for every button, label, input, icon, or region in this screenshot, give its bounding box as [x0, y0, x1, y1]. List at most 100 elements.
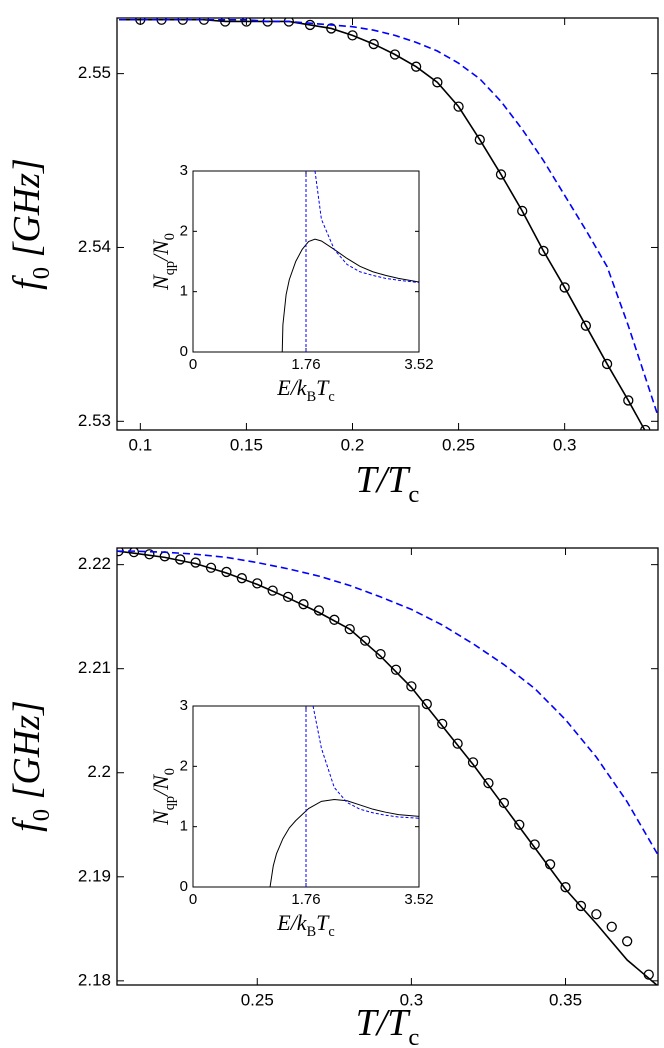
y-tick-label: 0 — [180, 878, 188, 895]
marker — [591, 909, 602, 920]
x-tick-label: 0.25 — [442, 435, 475, 454]
x-tick-label: 3.52 — [404, 891, 433, 908]
marker — [205, 562, 217, 573]
marker — [643, 969, 654, 980]
inset-y-label-part: N — [148, 274, 173, 291]
x-tick-label: 3.52 — [404, 356, 433, 373]
marker — [252, 578, 263, 589]
marker — [544, 859, 556, 870]
marker — [601, 358, 613, 370]
inset-x-label-part: T — [316, 375, 330, 400]
marker — [437, 718, 448, 729]
inset-y-label: Nqp/N0 — [148, 233, 178, 291]
x-tick-label: 1.76 — [291, 891, 320, 908]
marker — [498, 797, 510, 809]
inset-x-label: E/kBTc — [276, 375, 334, 405]
x-axis-label-part: c — [408, 1024, 419, 1048]
y-tick-label: 1 — [180, 818, 188, 835]
marker — [175, 554, 186, 565]
x-axis-label-part: T/T — [356, 1002, 412, 1044]
marker — [623, 395, 634, 406]
inset-y-label-part: /N — [148, 774, 173, 798]
inset-x-label-part: E/k — [276, 910, 308, 935]
y-tick-label: 2.53 — [78, 411, 111, 430]
marker — [375, 648, 386, 660]
x-axis-label-part: T/T — [356, 459, 412, 501]
curve — [117, 550, 658, 856]
y-axis-label-part: [GHz] — [6, 700, 48, 809]
series-group — [281, 171, 419, 352]
marker — [467, 757, 479, 768]
y-tick-label: 2 — [180, 757, 188, 774]
marker — [267, 585, 278, 596]
marker — [304, 19, 316, 31]
marker — [236, 573, 247, 584]
y-tick-label: 0 — [180, 343, 188, 360]
marker — [432, 77, 443, 88]
inset-x-label-part: c — [328, 389, 334, 405]
marker — [144, 549, 155, 560]
y-tick-label: 2.22 — [78, 554, 111, 573]
marker — [606, 921, 617, 932]
marker — [622, 936, 633, 947]
marker — [241, 18, 252, 27]
x-tick-label: 0 — [189, 891, 197, 908]
y-tick-label: 3 — [180, 697, 188, 714]
inset-y-label-part: N — [148, 809, 173, 826]
y-axis-label-part: 0 — [28, 809, 55, 821]
y-tick-label: 3 — [180, 162, 188, 179]
curve — [281, 238, 419, 352]
inset-y-label-part: /N — [148, 239, 173, 263]
series-group — [269, 706, 419, 887]
marker — [452, 738, 463, 749]
x-tick-label: 0.2 — [341, 435, 365, 454]
x-tick-label: 0.3 — [400, 990, 424, 1009]
marker — [368, 38, 379, 50]
marker — [453, 101, 464, 112]
marker — [282, 591, 294, 603]
marker — [474, 134, 485, 145]
marker — [220, 18, 231, 27]
y-axis-label: f0 [GHz] — [6, 158, 55, 290]
marker — [389, 49, 401, 60]
y-tick-label: 2 — [180, 222, 188, 239]
inset-x-label-part: B — [307, 389, 317, 405]
marker — [390, 664, 402, 675]
marker — [575, 900, 587, 912]
curve — [305, 706, 419, 887]
marker — [298, 599, 309, 610]
y-tick-label: 2.18 — [78, 970, 111, 989]
series-group — [117, 548, 658, 985]
marker — [329, 614, 340, 625]
y-tick-label: 2.55 — [78, 63, 111, 82]
marker — [421, 698, 432, 710]
curve — [305, 171, 419, 352]
marker — [538, 245, 549, 257]
x-tick-label: 0 — [189, 356, 197, 373]
marker — [483, 777, 494, 789]
curve — [269, 799, 419, 887]
inset-x-label-part: B — [307, 924, 317, 940]
marker — [495, 169, 507, 180]
marker — [313, 605, 325, 616]
curve — [119, 18, 658, 417]
x-tick-label: 0.15 — [230, 435, 263, 454]
marker — [128, 548, 140, 558]
marker — [640, 424, 651, 430]
curve — [117, 550, 658, 985]
inset-x-label-part: E/k — [276, 375, 308, 400]
x-tick-label: 0.1 — [129, 435, 153, 454]
marker — [410, 61, 422, 72]
x-axis-label: T/Tc — [356, 1002, 420, 1048]
inset-y-label-part: qp — [162, 261, 178, 275]
x-tick-label: 0.3 — [553, 435, 577, 454]
x-tick-label: 0.25 — [241, 990, 274, 1009]
marker — [344, 624, 355, 635]
marker — [326, 23, 337, 34]
y-tick-label: 2.2 — [87, 762, 111, 781]
y-tick-label: 2.54 — [78, 237, 111, 256]
marker — [559, 282, 570, 293]
x-tick-label: 1.76 — [291, 356, 320, 373]
x-axis-label-part: c — [408, 481, 419, 508]
